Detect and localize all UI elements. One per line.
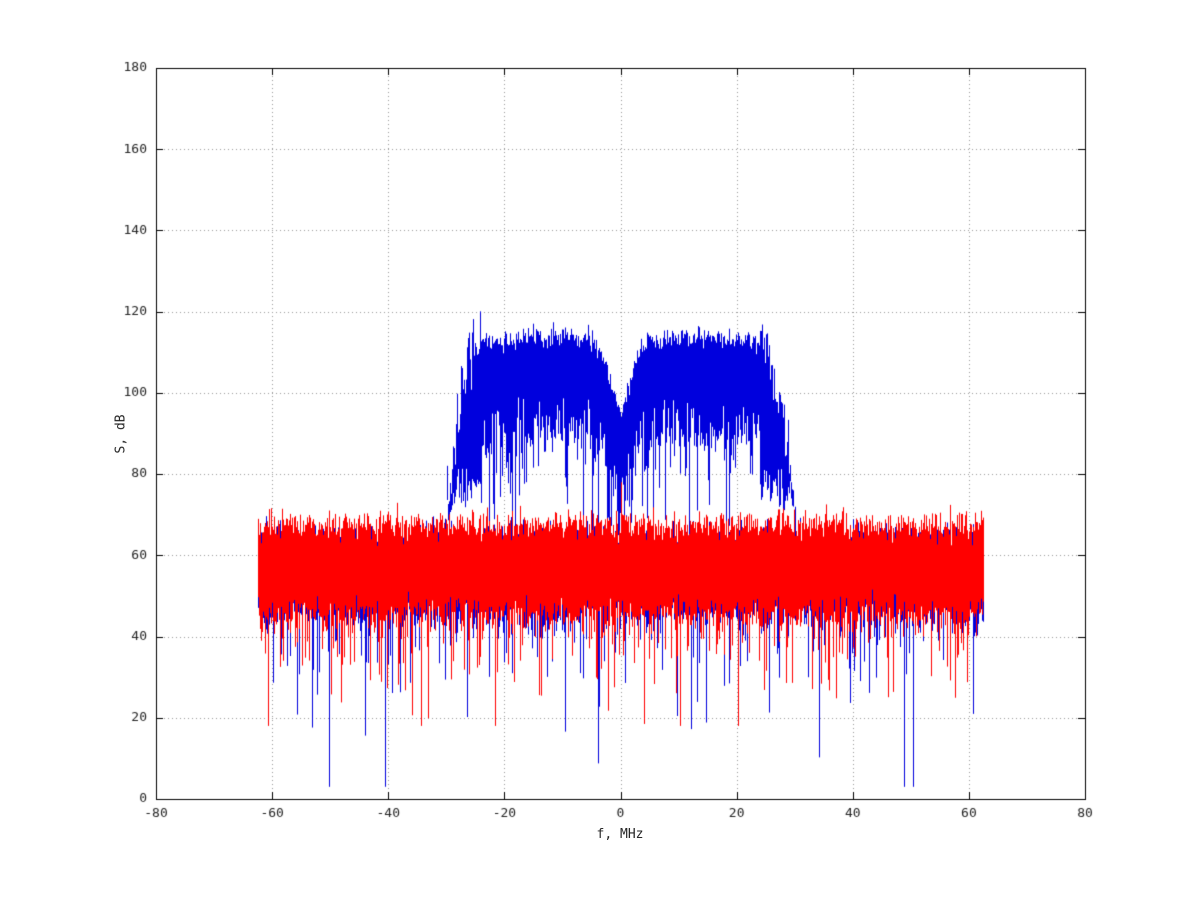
y-axis-label: S, dB	[113, 414, 129, 454]
x-axis-label: f, MHz	[596, 827, 644, 842]
